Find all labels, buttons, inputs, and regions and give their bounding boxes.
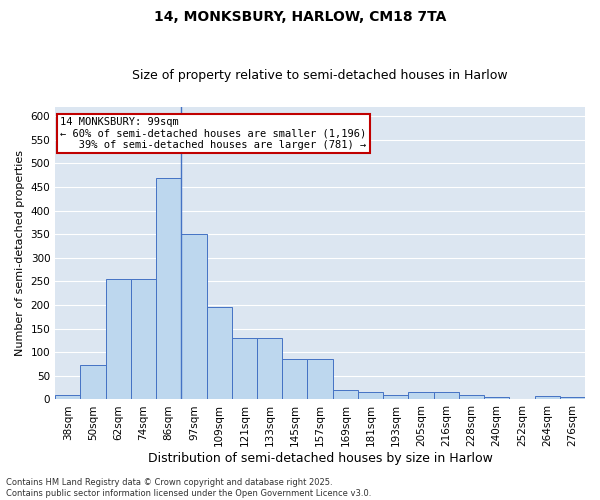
Text: 14 MONKSBURY: 99sqm
← 60% of semi-detached houses are smaller (1,196)
   39% of : 14 MONKSBURY: 99sqm ← 60% of semi-detach… [61,117,367,150]
Bar [307,360,332,400]
Bar [459,394,484,400]
Bar [560,397,585,400]
Bar [106,279,131,400]
Bar [358,392,383,400]
Bar [55,394,80,400]
Bar [332,390,358,400]
Bar [156,178,181,400]
Bar [535,396,560,400]
X-axis label: Distribution of semi-detached houses by size in Harlow: Distribution of semi-detached houses by … [148,452,493,465]
Bar [409,392,434,400]
Bar [181,234,206,400]
Bar [232,338,257,400]
Bar [80,366,106,400]
Bar [484,397,509,400]
Text: Contains HM Land Registry data © Crown copyright and database right 2025.
Contai: Contains HM Land Registry data © Crown c… [6,478,371,498]
Title: Size of property relative to semi-detached houses in Harlow: Size of property relative to semi-detach… [132,69,508,82]
Bar [383,394,409,400]
Bar [257,338,282,400]
Bar [434,392,459,400]
Bar [131,279,156,400]
Y-axis label: Number of semi-detached properties: Number of semi-detached properties [15,150,25,356]
Text: 14, MONKSBURY, HARLOW, CM18 7TA: 14, MONKSBURY, HARLOW, CM18 7TA [154,10,446,24]
Bar [282,360,307,400]
Bar [206,308,232,400]
